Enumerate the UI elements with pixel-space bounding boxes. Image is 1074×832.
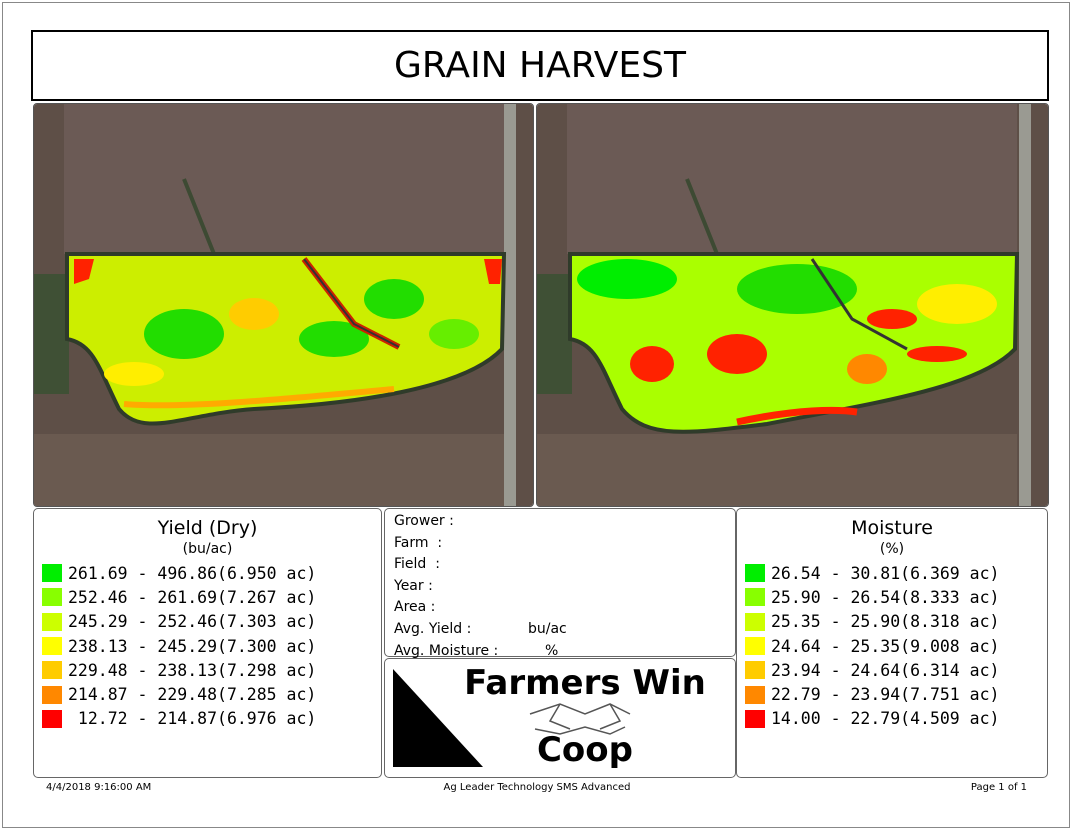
legend-entry: 214.87 - 229.48(7.285 ac) <box>42 682 381 706</box>
legend-entry: 26.54 - 30.81(6.369 ac) <box>745 561 1047 585</box>
legend-text: 12.72 - 214.87(6.976 ac) <box>68 709 317 729</box>
legend-text: 261.69 - 496.86(6.950 ac) <box>68 563 317 583</box>
report-title: GRAIN HARVEST <box>31 30 1049 101</box>
yield-map <box>33 103 534 507</box>
yield-map-image <box>34 104 533 506</box>
legend-text: 245.29 - 252.46(7.303 ac) <box>68 612 317 632</box>
legend-swatch <box>42 685 62 704</box>
info-label: Avg. Yield : <box>394 621 472 637</box>
legend-text: 252.46 - 261.69(7.267 ac) <box>68 587 317 607</box>
legend-text: 23.94 - 24.64(6.314 ac) <box>771 660 1000 680</box>
legend-entry: 23.94 - 24.64(6.314 ac) <box>745 658 1047 682</box>
legend-title: Yield (Dry) <box>157 517 258 539</box>
legend-swatch <box>42 637 62 656</box>
legend-entry: 238.13 - 245.29(7.300 ac) <box>42 634 381 658</box>
info-label: Area : <box>394 599 436 616</box>
legend-entry: 22.79 - 23.94(7.751 ac) <box>745 682 1047 706</box>
info-label: Field : <box>394 556 440 573</box>
legend-entry: 24.64 - 25.35(9.008 ac) <box>745 634 1047 658</box>
logo-line1: Farmers Win <box>464 663 706 703</box>
legend-swatch <box>42 612 62 631</box>
info-label: Year : <box>394 577 433 594</box>
legend-entry: 245.29 - 252.46(7.303 ac) <box>42 610 381 634</box>
legend-unit: (%) <box>879 541 905 557</box>
legend-text: 22.79 - 23.94(7.751 ac) <box>771 685 1000 705</box>
footer-date: 4/4/2018 9:16:00 AM <box>46 782 152 793</box>
legend-entry: 12.72 - 214.87(6.976 ac) <box>42 707 381 731</box>
legend-text: 26.54 - 30.81(6.369 ac) <box>771 563 1000 583</box>
legend-swatch <box>745 685 765 704</box>
legend-swatch <box>745 709 765 728</box>
info-label: Farm : <box>394 534 443 551</box>
info-panel: Grower : Farm : Field : Year : Area : Avg. Yi… <box>384 508 736 659</box>
legend-swatch <box>42 661 62 680</box>
legend-swatch <box>42 709 62 728</box>
legend-swatch <box>745 612 765 631</box>
legend-text: 229.48 - 238.13(7.298 ac) <box>68 660 317 680</box>
moisture-legend: Moisture (%) 26.54 - 30.81(6.369 ac) 25.9… <box>736 508 1048 778</box>
legend-swatch <box>42 564 62 583</box>
legend-entry: 252.46 - 261.69(7.267 ac) <box>42 585 381 609</box>
moisture-map-image <box>537 104 1048 506</box>
legend-entry: 229.48 - 238.13(7.298 ac) <box>42 658 381 682</box>
legend-title: Moisture <box>851 517 933 539</box>
legend-unit: (bu/ac) <box>182 541 233 557</box>
legend-rows: 261.69 - 496.86(6.950 ac) 252.46 - 261.69… <box>34 561 381 731</box>
legend-rows: 26.54 - 30.81(6.369 ac) 25.90 - 26.54(8.3… <box>737 561 1047 731</box>
legend-entry: 261.69 - 496.86(6.950 ac) <box>42 561 381 585</box>
legend-text: 25.90 - 26.54(8.333 ac) <box>771 587 1000 607</box>
logo: Farmers Win Coop <box>393 663 706 770</box>
legend-swatch <box>745 637 765 656</box>
yield-legend: Yield (Dry) (bu/ac) 261.69 - 496.86(6.95… <box>33 508 382 778</box>
logo-line2: Coop <box>537 730 633 770</box>
legend-swatch <box>745 564 765 583</box>
legend-entry: 14.00 - 22.79(4.509 ac) <box>745 707 1047 731</box>
info-unit: % <box>545 642 559 659</box>
legend-swatch <box>745 661 765 680</box>
legend-text: 14.00 - 22.79(4.509 ac) <box>771 709 1000 729</box>
footer-software: Ag Leader Technology SMS Advanced <box>443 782 631 793</box>
legend-text: 24.64 - 25.35(9.008 ac) <box>771 636 1000 656</box>
legend-entry: 25.35 - 25.90(8.318 ac) <box>745 610 1047 634</box>
legend-swatch <box>42 588 62 607</box>
logo-panel: Farmers Win Coop <box>384 658 736 778</box>
info-label: Grower : <box>394 513 454 529</box>
legend-swatch <box>745 588 765 607</box>
footer-page: Page 1 of 1 <box>970 782 1027 793</box>
info-unit: bu/ac <box>528 621 567 637</box>
moisture-map <box>536 103 1049 507</box>
legend-text: 238.13 - 245.29(7.300 ac) <box>68 636 317 656</box>
legend-entry: 25.90 - 26.54(8.333 ac) <box>745 585 1047 609</box>
info-label: Avg. Moisture : <box>394 642 499 659</box>
legend-text: 25.35 - 25.90(8.318 ac) <box>771 612 1000 632</box>
legend-text: 214.87 - 229.48(7.285 ac) <box>68 685 317 705</box>
handshake-icon <box>529 703 631 735</box>
